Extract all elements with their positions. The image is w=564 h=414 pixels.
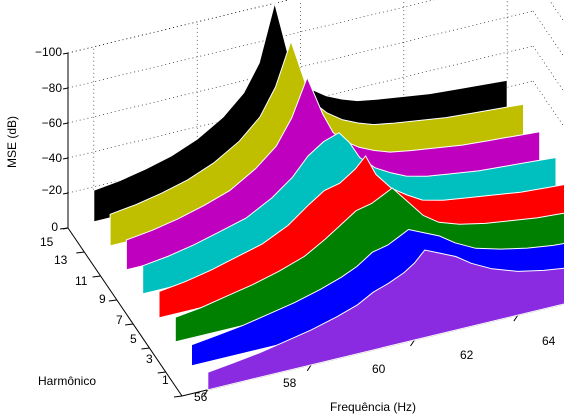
x-tick [513,314,519,322]
y-tick [92,275,101,278]
z-tick-label: −100 [35,45,62,59]
z-tick [62,87,69,90]
series-group [93,1,564,391]
z-axis-label: MSE (dB) [5,116,19,168]
y-axis-line [67,227,183,397]
z-tick-label: 0 [51,220,58,234]
x-tick-label: 62 [460,348,474,362]
grid-line [548,0,564,23]
x-tick [203,389,209,397]
x-tick-label: 64 [542,334,556,348]
z-tick-label: −20 [42,183,63,197]
x-tick-label: 56 [194,390,208,404]
y-tick-label: 3 [146,352,153,366]
series-area-h1 [207,249,564,391]
z-tick-label: −60 [42,116,63,130]
x-tick-labels: 56 58 60 62 64 [194,334,556,404]
y-tick-label: 5 [130,332,137,346]
z-tick [62,157,69,160]
x-tick-label: 58 [283,376,297,390]
y-tick-labels: 15 13 11 9 7 5 3 1 [40,235,169,387]
z-tick [62,122,69,125]
z-tick-label: −40 [42,151,63,165]
y-tick [59,227,69,230]
y-tick-label: 9 [99,292,106,306]
x-tick [410,339,415,347]
y-tick [173,395,183,398]
z-tick [62,192,69,195]
y-tick [108,299,117,302]
y-tick [76,251,85,254]
y-tick-label: 7 [116,313,123,327]
y-tick [125,323,134,326]
y-axis-label: Harmônico [38,374,96,388]
y-tick [141,347,150,350]
y-tick-label: 13 [54,253,68,267]
x-tick-label: 60 [372,362,386,376]
grid-line [533,0,564,109]
y-tick-label: 15 [40,235,54,249]
z-tick-label: −80 [42,81,63,95]
x-tick [306,364,312,372]
y-tick-label: 1 [162,373,169,387]
z-tick-labels: 0 −20 −40 −60 −80 −100 [35,45,62,234]
z-tick [62,52,69,55]
y-tick-label: 11 [75,274,88,288]
y-tick [157,371,166,374]
x-axis-label: Frequência (Hz) [330,400,416,414]
